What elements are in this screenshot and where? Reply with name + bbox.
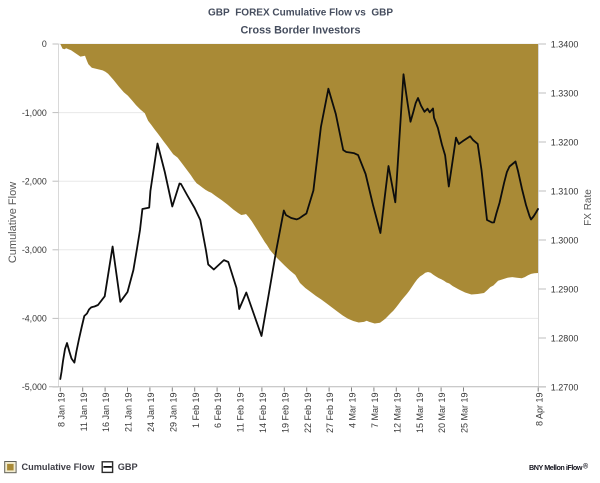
- svg-text:21 Jan 19: 21 Jan 19: [124, 393, 134, 433]
- svg-text:1.2800: 1.2800: [551, 333, 579, 343]
- svg-text:19 Feb 19: 19 Feb 19: [280, 393, 290, 434]
- svg-text:4 Mar 19: 4 Mar 19: [348, 393, 358, 429]
- svg-text:Cumulative Flow: Cumulative Flow: [22, 462, 96, 472]
- svg-text:8 Apr 19: 8 Apr 19: [534, 393, 544, 427]
- svg-text:Cross Border Investors: Cross Border Investors: [240, 25, 360, 37]
- svg-text:12 Mar 19: 12 Mar 19: [392, 393, 402, 434]
- svg-text:15 Mar 19: 15 Mar 19: [415, 393, 425, 434]
- svg-text:Cumulative Flow: Cumulative Flow: [7, 182, 19, 263]
- svg-text:®: ®: [583, 463, 589, 471]
- svg-text:-3,000: -3,000: [22, 245, 47, 255]
- svg-text:1.2900: 1.2900: [551, 284, 579, 294]
- svg-text:6 Feb 19: 6 Feb 19: [213, 393, 223, 429]
- svg-text:27 Feb 19: 27 Feb 19: [325, 393, 335, 434]
- svg-text:-1,000: -1,000: [22, 108, 47, 118]
- svg-text:1.3300: 1.3300: [551, 88, 579, 98]
- svg-text:GBP: GBP: [118, 462, 138, 472]
- svg-text:FX Rate: FX Rate: [583, 189, 594, 226]
- svg-text:20 Mar 19: 20 Mar 19: [437, 393, 447, 434]
- svg-text:GBP FOREX Cumulative Flow vs: GBP FOREX Cumulative Flow vs GBP: [208, 8, 393, 19]
- svg-text:24 Jan 19: 24 Jan 19: [146, 393, 156, 433]
- svg-text:1.3100: 1.3100: [551, 186, 579, 196]
- svg-text:29 Jan 19: 29 Jan 19: [168, 393, 178, 433]
- svg-text:22 Feb 19: 22 Feb 19: [303, 393, 313, 434]
- svg-text:11 Feb 19: 11 Feb 19: [236, 393, 246, 433]
- svg-text:-2,000: -2,000: [22, 176, 47, 186]
- svg-text:8 Jan 19: 8 Jan 19: [56, 393, 66, 428]
- svg-text:1 Feb 19: 1 Feb 19: [191, 393, 201, 429]
- svg-text:0: 0: [42, 39, 47, 49]
- svg-text:BNY Mellon iFlow: BNY Mellon iFlow: [529, 463, 583, 472]
- svg-text:11 Jan 19: 11 Jan 19: [79, 393, 89, 432]
- svg-text:1.3000: 1.3000: [551, 235, 579, 245]
- svg-text:14 Feb 19: 14 Feb 19: [258, 393, 268, 434]
- svg-text:25 Mar 19: 25 Mar 19: [460, 393, 470, 434]
- svg-text:16 Jan 19: 16 Jan 19: [101, 393, 111, 433]
- svg-text:-5,000: -5,000: [22, 382, 47, 392]
- svg-text:1.3400: 1.3400: [551, 39, 579, 49]
- svg-text:1.2700: 1.2700: [551, 382, 579, 392]
- svg-text:7 Mar 19: 7 Mar 19: [370, 393, 380, 429]
- svg-text:-4,000: -4,000: [22, 314, 47, 324]
- svg-text:1.3200: 1.3200: [551, 137, 579, 147]
